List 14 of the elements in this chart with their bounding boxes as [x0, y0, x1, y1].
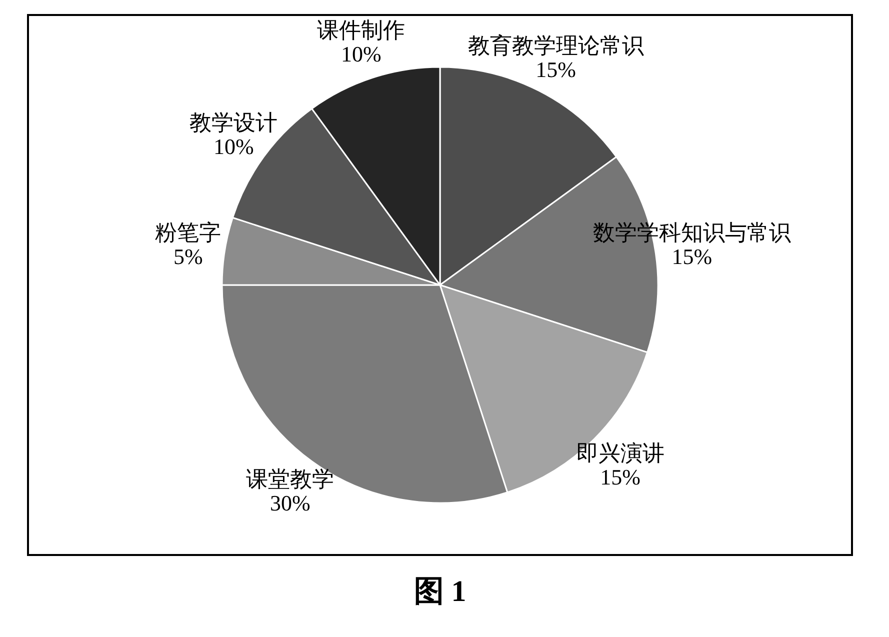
slice-label: 即兴演讲 [576, 440, 664, 466]
slice-label: 教学设计 [190, 110, 278, 136]
slice-label: 粉笔字 [155, 220, 222, 246]
slice-label: 教育教学理论常识 [468, 32, 644, 58]
data-label: 5% [173, 244, 203, 270]
data-label: 15% [672, 244, 712, 270]
slice-label: 课件制作 [317, 17, 406, 42]
data-label: 10% [341, 41, 382, 66]
slice-label: 课堂教学 [246, 466, 334, 492]
data-label: 15% [600, 464, 640, 490]
data-label: 10% [214, 134, 254, 160]
text: 图 1 [414, 575, 466, 608]
data-label: 30% [270, 490, 310, 516]
data-label: 15% [536, 56, 576, 82]
